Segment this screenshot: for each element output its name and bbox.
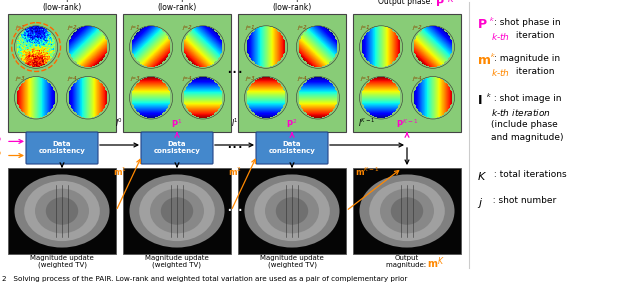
Text: $K$: $K$	[477, 170, 487, 182]
Text: Phase update
(low-rank): Phase update (low-rank)	[151, 0, 203, 12]
Ellipse shape	[380, 189, 434, 233]
Text: $\mathbf{P}^1$: $\mathbf{P}^1$	[172, 118, 182, 130]
Ellipse shape	[24, 181, 100, 241]
Text: $\mathbf{P}$: $\mathbf{P}$	[477, 18, 488, 31]
Text: Magnitude update
(weighted TV): Magnitude update (weighted TV)	[260, 255, 324, 269]
FancyBboxPatch shape	[141, 132, 213, 164]
Text: j=2: j=2	[297, 25, 307, 30]
Text: j=3: j=3	[245, 76, 255, 81]
Text: : shot phase in: : shot phase in	[494, 18, 561, 27]
Text: $k$-$th$: $k$-$th$	[491, 67, 510, 78]
Ellipse shape	[161, 197, 193, 225]
FancyBboxPatch shape	[8, 168, 116, 254]
FancyBboxPatch shape	[8, 14, 116, 132]
Text: j=3: j=3	[360, 76, 370, 81]
Text: Phase update
(low-rank): Phase update (low-rank)	[266, 0, 318, 12]
Text: Magnitude update
(weighted TV): Magnitude update (weighted TV)	[30, 255, 94, 269]
Text: $\mathbf{P}^2$: $\mathbf{P}^2$	[286, 118, 298, 130]
Text: j=4: j=4	[412, 76, 422, 81]
Text: j=1: j=1	[245, 25, 255, 30]
FancyBboxPatch shape	[123, 168, 231, 254]
Text: : shot number: : shot number	[487, 196, 556, 205]
Ellipse shape	[35, 189, 89, 233]
Text: $\mathbf{m}^0$: $\mathbf{m}^0$	[0, 149, 2, 162]
FancyBboxPatch shape	[26, 132, 98, 164]
FancyBboxPatch shape	[353, 168, 461, 254]
Text: $\mathbf{P}$: $\mathbf{P}$	[435, 0, 445, 8]
Text: Phase update
(low-rank): Phase update (low-rank)	[36, 0, 88, 12]
Ellipse shape	[46, 197, 78, 225]
FancyBboxPatch shape	[353, 14, 461, 132]
FancyBboxPatch shape	[238, 14, 346, 132]
Text: Magnitude update
(weighted TV): Magnitude update (weighted TV)	[145, 255, 209, 269]
Text: Data
consistency: Data consistency	[269, 142, 316, 154]
Text: (include phase: (include phase	[491, 120, 557, 129]
Text: $I^1$: $I^1$	[230, 117, 239, 129]
Text: j=2: j=2	[412, 25, 422, 30]
Text: iteration: iteration	[513, 67, 554, 76]
Text: $\mathbf{P}^0$: $\mathbf{P}^0$	[0, 135, 2, 148]
Text: $\mathbf{m}$: $\mathbf{m}$	[477, 54, 491, 67]
Text: $\mathbf{m}^2$: $\mathbf{m}^2$	[227, 166, 241, 178]
Text: $K$: $K$	[437, 255, 445, 266]
Ellipse shape	[276, 197, 308, 225]
Text: j=3: j=3	[15, 76, 25, 81]
Ellipse shape	[369, 181, 445, 241]
Text: $\mathbf{m}^1$: $\mathbf{m}^1$	[113, 166, 127, 178]
Text: $K$: $K$	[447, 0, 455, 4]
Ellipse shape	[15, 174, 109, 248]
Text: ···: ···	[226, 202, 243, 220]
Text: j=1: j=1	[15, 25, 25, 30]
Text: $^k$: $^k$	[490, 52, 496, 61]
Text: j=2: j=2	[67, 25, 77, 30]
Text: $^k$: $^k$	[489, 16, 495, 25]
Text: : magnitude in: : magnitude in	[494, 54, 560, 63]
Text: $\mathbf{P}^{K-1}$: $\mathbf{P}^{K-1}$	[396, 118, 418, 130]
Text: $k$-$th$ iteration: $k$-$th$ iteration	[491, 107, 551, 118]
Text: Output phase:: Output phase:	[378, 0, 433, 6]
Ellipse shape	[140, 181, 215, 241]
FancyBboxPatch shape	[238, 168, 346, 254]
Ellipse shape	[265, 189, 319, 233]
Ellipse shape	[129, 174, 225, 248]
Text: j=3: j=3	[131, 76, 140, 81]
Text: iteration: iteration	[513, 31, 554, 40]
Ellipse shape	[244, 174, 339, 248]
Text: $j$: $j$	[477, 196, 483, 210]
Ellipse shape	[391, 197, 423, 225]
Text: j=4: j=4	[67, 76, 77, 81]
Text: : total iterations: : total iterations	[491, 170, 566, 179]
Text: Data
consistency: Data consistency	[38, 142, 85, 154]
Text: $\mathbf{m}^{K-1}$: $\mathbf{m}^{K-1}$	[355, 166, 380, 178]
Ellipse shape	[150, 189, 204, 233]
Text: $I^0$: $I^0$	[115, 117, 124, 129]
Ellipse shape	[254, 181, 330, 241]
Ellipse shape	[360, 174, 454, 248]
Text: ···: ···	[226, 139, 243, 157]
Text: $^k$: $^k$	[486, 92, 492, 101]
Text: j=4: j=4	[297, 76, 307, 81]
Text: ···: ···	[226, 64, 243, 82]
Text: Output
magnitude:: Output magnitude:	[386, 255, 428, 268]
Text: j=1: j=1	[131, 25, 140, 30]
Text: j=2: j=2	[182, 25, 192, 30]
Text: and magnitude): and magnitude)	[491, 133, 563, 142]
FancyBboxPatch shape	[123, 14, 231, 132]
Text: 2   Solving process of the PAIR. Low-rank and weighted total variation are used : 2 Solving process of the PAIR. Low-rank …	[2, 276, 408, 282]
Text: j=1: j=1	[360, 25, 370, 30]
Text: $\mathbf{m}$: $\mathbf{m}$	[427, 259, 438, 269]
Text: $I^{K-1}$: $I^{K-1}$	[358, 117, 376, 129]
Text: Data
consistency: Data consistency	[154, 142, 200, 154]
Text: $\mathbf{I}$: $\mathbf{I}$	[477, 94, 483, 107]
FancyBboxPatch shape	[256, 132, 328, 164]
Text: : shot image in: : shot image in	[491, 94, 561, 103]
Text: j=4: j=4	[182, 76, 192, 81]
Text: $k$-$th$: $k$-$th$	[491, 31, 510, 42]
